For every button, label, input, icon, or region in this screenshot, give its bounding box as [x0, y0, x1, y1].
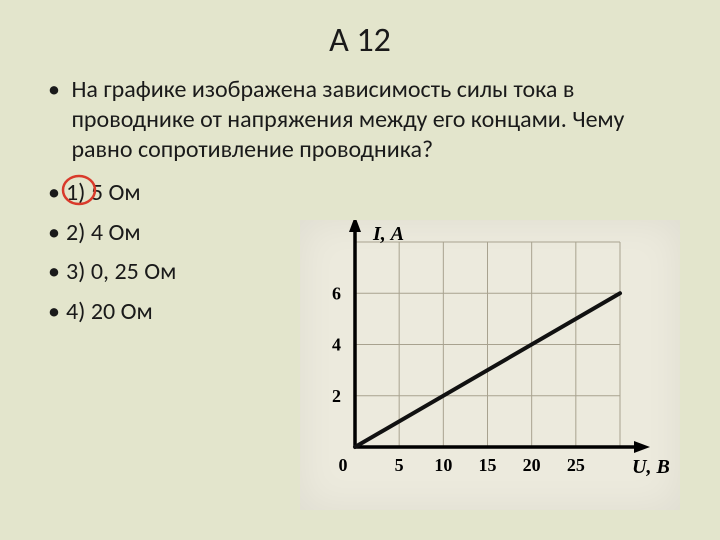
option-label: 2) 4 Ом: [66, 218, 141, 247]
question-block: • На графике изображена зависимость силы…: [48, 75, 672, 165]
svg-text:15: 15: [479, 455, 497, 475]
svg-text:10: 10: [434, 455, 452, 475]
bullet-icon: •: [48, 292, 66, 332]
svg-text:5: 5: [395, 455, 404, 475]
chart-container: 5 10 15 20 25 2 4 6 0 I, А U, В: [300, 220, 680, 515]
option-label: 4) 20 Ом: [66, 297, 153, 326]
question-text: На графике изображена зависимость силы т…: [71, 75, 671, 165]
svg-text:0: 0: [339, 455, 348, 475]
svg-text:20: 20: [523, 455, 541, 475]
page-title: А 12: [0, 0, 720, 75]
bullet-icon: •: [48, 213, 66, 253]
svg-text:4: 4: [332, 335, 341, 355]
option-1: •1) 5 Ом: [48, 173, 672, 213]
bullet-icon: •: [48, 252, 66, 292]
bullet-icon: •: [48, 75, 66, 105]
svg-text:2: 2: [332, 386, 341, 406]
option-label: 1) 5 Ом: [66, 178, 141, 207]
bullet-icon: •: [48, 173, 66, 213]
svg-text:U, В: U, В: [632, 456, 670, 478]
svg-text:6: 6: [332, 283, 341, 303]
svg-text:25: 25: [567, 455, 585, 475]
option-label: 3) 0, 25 Ом: [66, 257, 176, 286]
svg-text:I, А: I, А: [372, 223, 404, 245]
iv-chart: 5 10 15 20 25 2 4 6 0 I, А U, В: [300, 220, 680, 510]
